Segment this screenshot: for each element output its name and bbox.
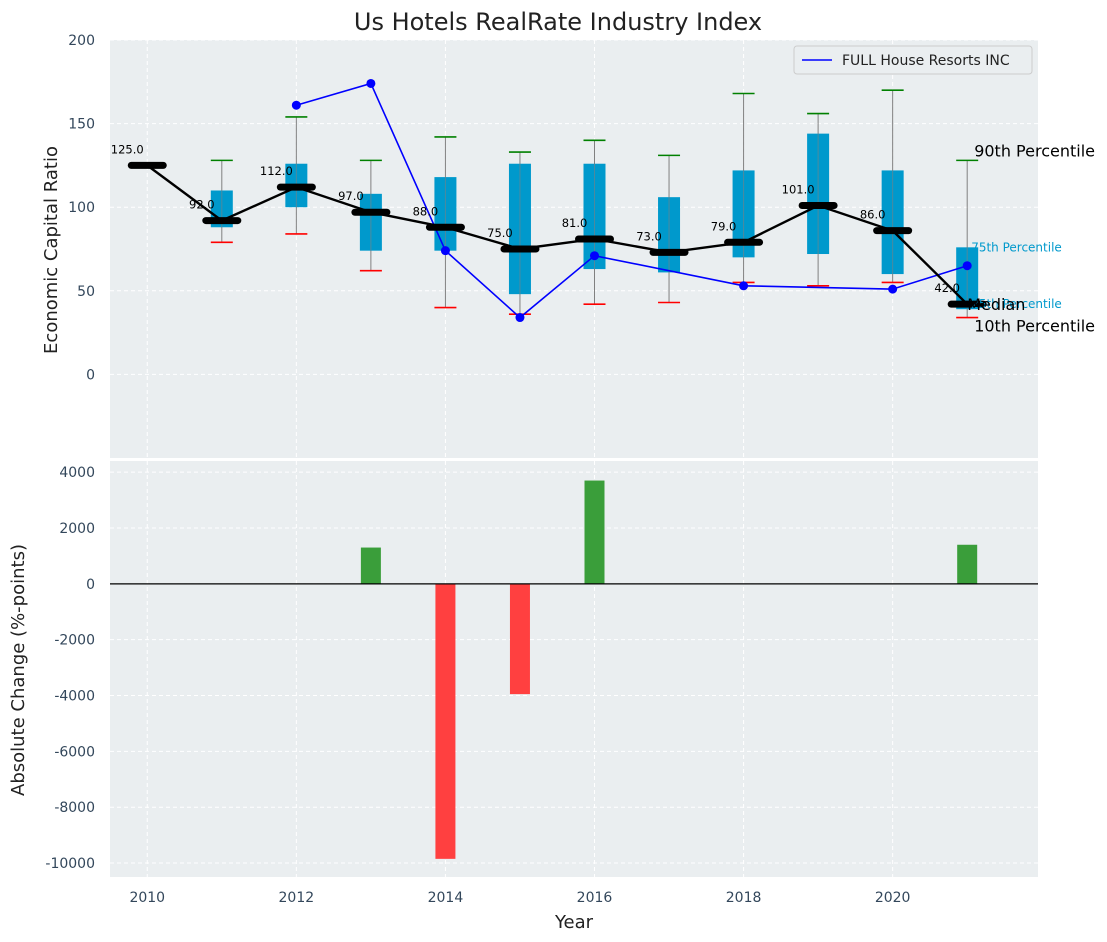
x-tick-label: 2016 xyxy=(577,890,613,906)
median-value-label: 86.0 xyxy=(860,208,886,222)
top-y-tick-label: 0 xyxy=(86,367,95,383)
median-line xyxy=(146,164,969,306)
annotation-75th-percentile: 75th Percentile xyxy=(971,240,1062,254)
median-value-label: 81.0 xyxy=(562,216,588,230)
median-value-label: 73.0 xyxy=(636,229,662,243)
top-y-tick-label: 100 xyxy=(68,200,95,216)
top-y-axis-label: Economic Capital Ratio xyxy=(41,146,62,354)
change-bar xyxy=(360,547,381,584)
median-value-label: 101.0 xyxy=(782,183,815,197)
median-value-label: 88.0 xyxy=(413,204,439,218)
chart-title: Us Hotels RealRate Industry Index xyxy=(354,8,762,36)
company-point xyxy=(366,78,376,88)
x-tick-label: 2020 xyxy=(875,890,911,906)
company-point xyxy=(440,246,450,256)
median-value-label: 75.0 xyxy=(487,226,513,240)
bottom-y-tick-label: -6000 xyxy=(54,744,95,760)
annotation-25th-percentile: 25th Percentile xyxy=(971,297,1062,311)
bottom-panel: -10000 -8000 -6000 -4000 -2000 0 2000 4000 2010 2… xyxy=(45,461,1038,906)
company-point xyxy=(291,100,301,110)
annotation-90th-percentile: 90th Percentile xyxy=(974,141,1095,160)
top-y-tick-label: 200 xyxy=(68,33,95,49)
bottom-y-tick-label: 2000 xyxy=(59,521,95,537)
company-point xyxy=(589,251,599,261)
legend: FULL House Resorts INC xyxy=(793,45,1033,75)
median-value-label: 79.0 xyxy=(711,219,737,233)
bottom-plot-area xyxy=(110,461,1038,877)
x-axis-label: Year xyxy=(554,912,594,933)
change-bar xyxy=(957,544,978,584)
annotation-10th-percentile: 10th Percentile xyxy=(974,317,1095,336)
bottom-y-tick-label: 4000 xyxy=(59,465,95,481)
change-bar xyxy=(435,583,456,859)
bottom-y-tick-label: -2000 xyxy=(54,633,95,649)
change-bar xyxy=(584,480,605,584)
x-tick-label: 2018 xyxy=(726,890,762,906)
company-line xyxy=(296,82,968,319)
median-value-label: 97.0 xyxy=(338,189,364,203)
bottom-y-tick-label: -8000 xyxy=(54,800,95,816)
x-tick-label: 2010 xyxy=(129,890,165,906)
legend-label: FULL House Resorts INC xyxy=(842,53,1010,69)
company-point xyxy=(888,284,898,294)
company-point xyxy=(515,313,525,323)
x-tick-label: 2012 xyxy=(279,890,315,906)
bottom-y-tick-label: 0 xyxy=(86,577,95,593)
median-value-label: 42.0 xyxy=(934,281,960,295)
change-bar xyxy=(509,583,530,695)
median-value-label: 92.0 xyxy=(189,198,215,212)
x-tick-label: 2014 xyxy=(428,890,464,906)
company-point xyxy=(739,281,749,291)
annotation-median: Median xyxy=(967,295,1025,314)
median-value-label: 112.0 xyxy=(260,164,293,178)
bottom-y-tick-label: -4000 xyxy=(54,689,95,705)
median-value-label: 125.0 xyxy=(111,142,144,156)
top-y-tick-label: 50 xyxy=(77,284,95,300)
legend-box xyxy=(793,45,1033,75)
company-point xyxy=(962,261,972,271)
bottom-y-tick-label: -10000 xyxy=(45,856,95,872)
top-panel: 0 50 100 150 200 125.0 92.0 112.0 97.0 88.0 75.0 81… xyxy=(68,33,1095,458)
top-y-tick-label: 150 xyxy=(68,117,95,133)
bottom-y-axis-label: Absolute Change (%-points) xyxy=(8,544,29,796)
